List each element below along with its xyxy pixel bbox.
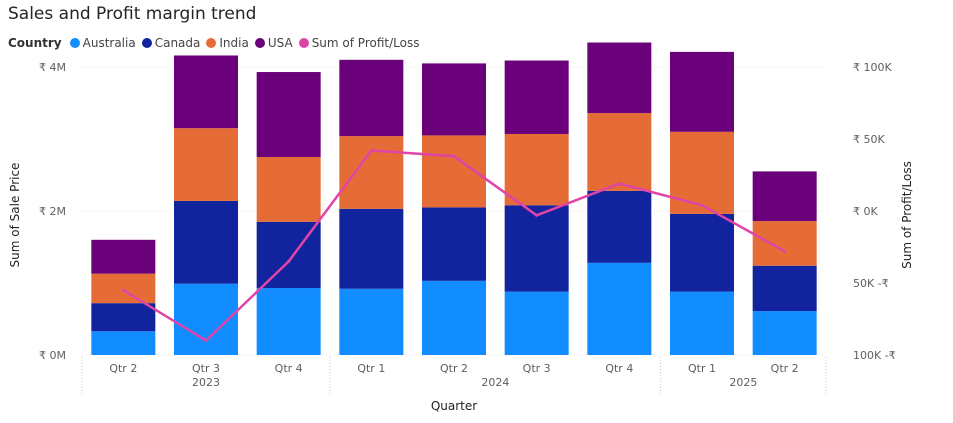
x-axis-title: Quarter (431, 399, 477, 413)
y2-tick-label: ₹ 50K (853, 133, 885, 146)
legend-item-canada[interactable]: Canada (141, 36, 201, 50)
legend-item-usa[interactable]: USA (254, 36, 293, 50)
bar-india[interactable] (587, 113, 652, 191)
bar-australia[interactable] (670, 291, 734, 355)
legend-label: India (219, 36, 249, 50)
profit-point[interactable] (700, 203, 704, 207)
legend-marker-icon (298, 38, 309, 48)
legend-marker-icon (141, 38, 152, 48)
bar-india[interactable] (91, 273, 156, 304)
bar-australia[interactable] (256, 288, 321, 355)
bar-usa[interactable] (256, 72, 321, 157)
legend-item-india[interactable]: India (206, 36, 249, 50)
y-tick-label: ₹ 2M (39, 205, 66, 218)
profit-point[interactable] (783, 249, 787, 253)
bar-australia[interactable] (339, 288, 404, 355)
legend-label: Australia (82, 36, 136, 50)
y2-axis-title: Sum of Profit/Loss (900, 161, 914, 269)
bar-india[interactable] (256, 157, 321, 222)
x-tick-label: Qtr 3 (192, 362, 220, 375)
bar-canada[interactable] (422, 207, 486, 281)
y-tick-label: ₹ 4M (39, 61, 66, 74)
year-label: 2024 (481, 376, 509, 389)
profit-point[interactable] (287, 259, 291, 263)
x-tick-label: Qtr 4 (275, 362, 303, 375)
x-tick-label: Qtr 2 (440, 362, 468, 375)
x-tick-label: Qtr 2 (771, 362, 799, 375)
chart-title: Sales and Profit margin trend (8, 4, 257, 24)
legend-marker-icon (69, 38, 80, 48)
profit-point[interactable] (121, 288, 125, 292)
profit-point[interactable] (369, 149, 373, 153)
legend-label: USA (267, 36, 293, 50)
bar-usa[interactable] (670, 51, 734, 132)
x-tick-label: Qtr 2 (109, 362, 137, 375)
bar-canada[interactable] (587, 190, 652, 263)
bar-australia[interactable] (504, 291, 569, 355)
bar-usa[interactable] (752, 171, 817, 222)
bar-india[interactable] (752, 221, 817, 266)
profit-point[interactable] (617, 182, 621, 186)
bar-australia[interactable] (587, 262, 652, 355)
profit-point[interactable] (535, 213, 539, 217)
bar-usa[interactable] (174, 55, 238, 129)
bar-canada[interactable] (752, 265, 817, 312)
bar-usa[interactable] (91, 239, 156, 274)
legend: Country Australia Canada India USA Sum o… (8, 36, 425, 50)
bar-usa[interactable] (504, 60, 569, 134)
legend-label: Canada (154, 36, 201, 50)
bar-usa[interactable] (422, 63, 486, 136)
y2-tick-label: 50K -₹ (853, 277, 889, 290)
bar-canada[interactable] (339, 208, 404, 289)
legend-item-profit[interactable]: Sum of Profit/Loss (298, 36, 420, 50)
bar-usa[interactable] (339, 59, 404, 137)
bar-india[interactable] (339, 136, 404, 209)
bar-india[interactable] (670, 131, 734, 214)
y2-tick-label: 100K -₹ (853, 349, 896, 362)
bar-canada[interactable] (91, 303, 156, 332)
bar-canada[interactable] (504, 205, 569, 292)
legend-marker-icon (254, 38, 265, 48)
x-tick-label: Qtr 3 (523, 362, 551, 375)
year-label: 2025 (729, 376, 757, 389)
x-tick-label: Qtr 4 (605, 362, 633, 375)
legend-label: Sum of Profit/Loss (311, 36, 420, 50)
legend-title: Country (8, 36, 62, 50)
y2-tick-label: ₹ 100K (853, 61, 892, 74)
bar-australia[interactable] (91, 331, 156, 355)
profit-point[interactable] (204, 339, 208, 343)
y-axis-title: Sum of Sale Price (8, 163, 22, 268)
y-tick-label: ₹ 0M (39, 349, 66, 362)
year-label: 2023 (192, 376, 220, 389)
bar-india[interactable] (504, 133, 569, 206)
bar-india[interactable] (174, 128, 238, 201)
legend-item-australia[interactable]: Australia (69, 36, 136, 50)
legend-marker-icon (206, 38, 217, 48)
bar-usa[interactable] (587, 42, 652, 114)
x-tick-label: Qtr 1 (688, 362, 716, 375)
bar-australia[interactable] (752, 311, 817, 355)
x-tick-label: Qtr 1 (357, 362, 385, 375)
bar-canada[interactable] (670, 213, 734, 292)
bar-australia[interactable] (422, 280, 486, 355)
bar-canada[interactable] (174, 200, 238, 284)
y2-tick-label: ₹ 0K (853, 205, 878, 218)
profit-point[interactable] (452, 154, 456, 158)
